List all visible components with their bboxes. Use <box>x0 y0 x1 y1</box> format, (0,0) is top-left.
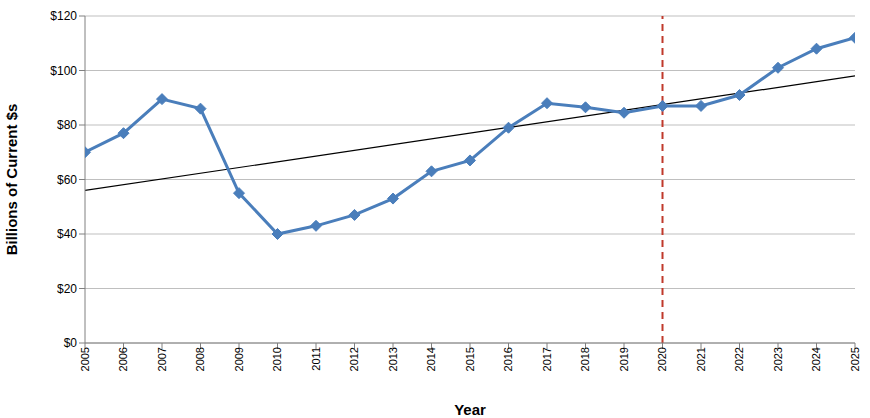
svg-text:2020: 2020 <box>656 347 668 371</box>
svg-text:2008: 2008 <box>194 347 206 371</box>
svg-text:$20: $20 <box>57 282 77 296</box>
svg-text:2005: 2005 <box>79 347 91 371</box>
svg-text:2009: 2009 <box>233 347 245 371</box>
svg-text:2025: 2025 <box>849 347 861 371</box>
svg-text:2010: 2010 <box>271 347 283 371</box>
svg-text:$100: $100 <box>50 64 77 78</box>
svg-text:Billions of Current $s: Billions of Current $s <box>8 104 20 256</box>
svg-text:2024: 2024 <box>810 347 822 371</box>
svg-text:2016: 2016 <box>502 347 514 371</box>
svg-text:$60: $60 <box>57 173 77 187</box>
svg-text:2022: 2022 <box>733 347 745 371</box>
svg-text:2018: 2018 <box>579 347 591 371</box>
svg-text:2006: 2006 <box>117 347 129 371</box>
svg-text:2011: 2011 <box>310 347 322 371</box>
svg-text:2007: 2007 <box>156 347 168 371</box>
svg-text:2015: 2015 <box>464 347 476 371</box>
svg-text:2017: 2017 <box>541 347 553 371</box>
svg-text:2023: 2023 <box>772 347 784 371</box>
svg-text:$0: $0 <box>64 336 78 350</box>
svg-text:$40: $40 <box>57 227 77 241</box>
svg-text:2012: 2012 <box>348 347 360 371</box>
svg-text:2019: 2019 <box>618 347 630 371</box>
svg-text:2021: 2021 <box>695 347 707 371</box>
svg-text:Year: Year <box>454 401 486 418</box>
svg-text:2013: 2013 <box>387 347 399 371</box>
svg-text:$120: $120 <box>50 9 77 23</box>
svg-text:2014: 2014 <box>425 347 437 371</box>
svg-text:$80: $80 <box>57 118 77 132</box>
